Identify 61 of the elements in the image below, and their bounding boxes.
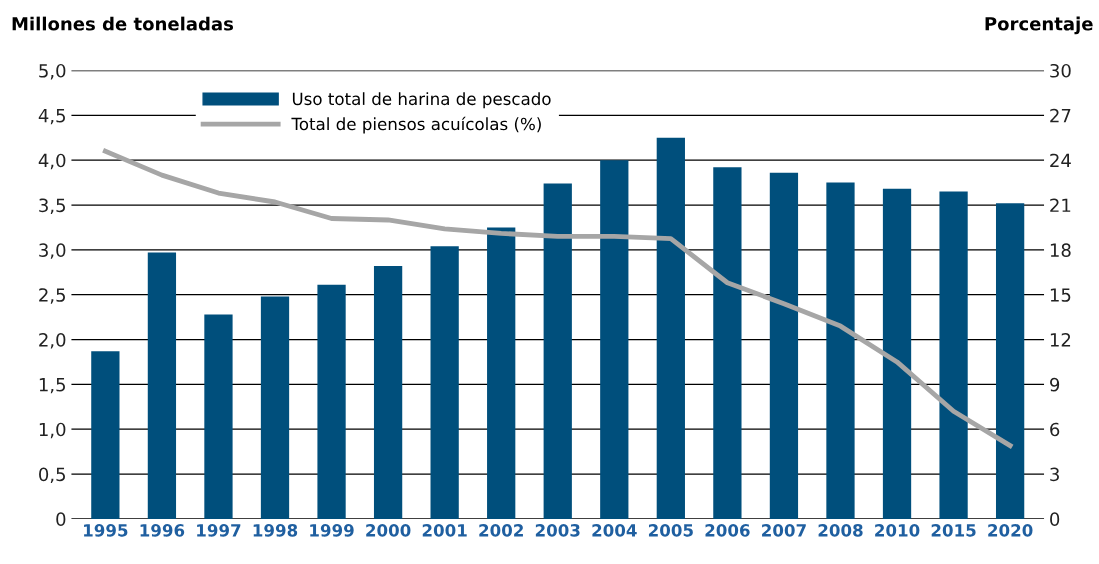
x-tick-label: 2000 [366, 524, 411, 537]
y-tick-label: 3,5 [39, 198, 65, 214]
x-tick-label: 2010 [875, 524, 920, 537]
y2-tick-label: 6 [1050, 422, 1060, 437]
x-tick-label: 2005 [648, 524, 693, 537]
y2-tick-label: 0 [1050, 512, 1060, 526]
y2-axis-title: Porcentaje [985, 16, 1093, 35]
bar [769, 172, 799, 519]
bar [543, 183, 572, 519]
y-tick-label: 3,0 [39, 243, 66, 259]
y2-tick-label: 21 [1050, 198, 1071, 212]
y-tick-label: 0 [56, 512, 66, 526]
x-tick-label: 2006 [705, 524, 750, 537]
legend-label: Uso total de harina de pescado [292, 92, 551, 109]
y-tick-label: 1,5 [39, 378, 65, 394]
y-tick-label: 4,0 [38, 153, 66, 170]
legend-label: Total de piensos acuícolas (%) [291, 116, 541, 134]
bar [487, 227, 516, 519]
bar [939, 191, 968, 519]
y-tick-label: 1,0 [39, 422, 66, 439]
bar [147, 252, 177, 519]
bar [204, 314, 233, 519]
bar [713, 167, 742, 519]
x-tick-label: 1995 [84, 524, 128, 537]
x-tick-label: 2002 [479, 524, 523, 537]
x-tick-label: 2015 [931, 524, 976, 537]
x-tick-label: 2001 [422, 524, 467, 537]
bar [91, 351, 120, 519]
bar [373, 265, 403, 519]
x-tick-label: 2008 [818, 524, 863, 537]
x-tick-label: 2003 [535, 524, 580, 537]
y2-tick-label: 27 [1050, 108, 1071, 123]
y-tick-label: 0,5 [39, 467, 65, 483]
bar [317, 284, 346, 519]
y2-tick-label: 9 [1050, 377, 1060, 392]
x-tick-label: 2007 [762, 524, 806, 537]
x-tick-label: 1996 [140, 524, 185, 537]
y-tick-label: 2,5 [39, 288, 65, 304]
x-tick-label: 1998 [253, 524, 298, 537]
y2-tick-label: 15 [1050, 288, 1071, 302]
y2-tick-label: 3 [1050, 467, 1059, 482]
bar [995, 203, 1025, 519]
bar [600, 160, 629, 519]
y2-tick-label: 18 [1050, 243, 1071, 257]
x-tick-label: 2020 [988, 524, 1033, 537]
bar [882, 188, 912, 519]
y2-tick-label: 12 [1050, 332, 1071, 347]
bar [430, 246, 459, 519]
y-axis-title: Millones de toneladas [12, 16, 234, 31]
bar [260, 296, 290, 519]
x-tick-label: 2004 [592, 524, 637, 537]
x-tick-label: 1997 [197, 524, 241, 537]
x-tick-label: 1999 [310, 524, 354, 537]
y-tick-label: 4,5 [38, 109, 65, 125]
y-tick-label: 5,0 [39, 63, 66, 80]
bar [826, 182, 855, 519]
line-series [102, 148, 1013, 449]
bar [656, 137, 685, 519]
y2-tick-label: 24 [1050, 153, 1071, 168]
y2-tick-label: 30 [1050, 63, 1071, 78]
y-tick-label: 2,0 [39, 332, 66, 349]
